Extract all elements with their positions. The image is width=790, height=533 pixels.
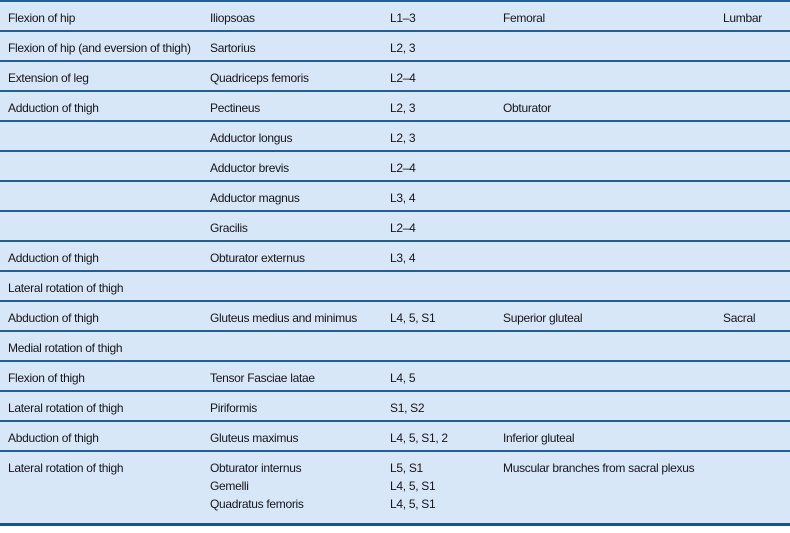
cell-muscle: Sartorius: [203, 31, 383, 61]
cell-muscle: Gracilis: [203, 211, 383, 241]
cell-roots: [383, 271, 496, 301]
table-row: Adduction of thigh Obturator externus L3, …: [0, 241, 790, 271]
cell-nerve: [496, 361, 716, 391]
cell-plexus: [716, 331, 790, 361]
cell-plexus: [716, 151, 790, 181]
cell-plexus: Lumbar: [716, 1, 790, 31]
cell-action: Medial rotation of thigh: [0, 331, 203, 361]
cell-roots: L2–4: [383, 61, 496, 91]
cell-muscle: Adductor brevis: [203, 151, 383, 181]
cell-action: Flexion of hip (and eversion of thigh): [0, 31, 203, 61]
cell-nerve: [496, 61, 716, 91]
cell-nerve: Superior gluteal: [496, 301, 716, 331]
cell-nerve: Muscular branches from sacral plexus: [496, 451, 716, 524]
cell-plexus: [716, 211, 790, 241]
cell-action: Adduction of thigh: [0, 91, 203, 121]
cell-muscle: Gluteus maximus: [203, 421, 383, 451]
cell-nerve: [496, 391, 716, 421]
table-row: Flexion of thigh Tensor Fasciae latae L4, …: [0, 361, 790, 391]
cell-action: [0, 181, 203, 211]
cell-nerve: [496, 331, 716, 361]
table-row: Medial rotation of thigh: [0, 331, 790, 361]
cell-plexus: [716, 31, 790, 61]
cell-nerve: Obturator: [496, 91, 716, 121]
cell-plexus: [716, 181, 790, 211]
cell-action: [0, 151, 203, 181]
cell-plexus: [716, 391, 790, 421]
table-row: Lateral rotation of thigh Piriformis S1, S…: [0, 391, 790, 421]
table-row: Abduction of thigh Gluteus maximus L4, 5, …: [0, 421, 790, 451]
cell-nerve: [496, 181, 716, 211]
table-row: Flexion of hip (and eversion of thigh) Sa…: [0, 31, 790, 61]
table-row: Lateral rotation of thigh: [0, 271, 790, 301]
table-row: Abduction of thigh Gluteus medius and min…: [0, 301, 790, 331]
cell-roots: L4, 5, S1, 2: [383, 421, 496, 451]
cell-nerve: [496, 151, 716, 181]
cell-roots: S1, S2: [383, 391, 496, 421]
cell-roots: L3, 4: [383, 241, 496, 271]
cell-action: Extension of leg: [0, 61, 203, 91]
cell-plexus: [716, 361, 790, 391]
cell-nerve: [496, 241, 716, 271]
cell-plexus: [716, 91, 790, 121]
table-row: Adductor longus L2, 3: [0, 121, 790, 151]
cell-muscle: Obturator externus: [203, 241, 383, 271]
cell-action: Flexion of hip: [0, 1, 203, 31]
cell-roots: L5, S1 L4, 5, S1 L4, 5, S1: [383, 451, 496, 524]
cell-action: Abduction of thigh: [0, 301, 203, 331]
cell-roots: L2, 3: [383, 91, 496, 121]
cell-muscle: Gluteus medius and minimus: [203, 301, 383, 331]
cell-roots: L2, 3: [383, 31, 496, 61]
cell-nerve: [496, 211, 716, 241]
table-row: Lateral rotation of thigh Obturator inter…: [0, 451, 790, 524]
cell-muscle: Pectineus: [203, 91, 383, 121]
table-row: Adductor brevis L2–4: [0, 151, 790, 181]
cell-muscle: [203, 271, 383, 301]
cell-roots: [383, 331, 496, 361]
cell-action: Lateral rotation of thigh: [0, 391, 203, 421]
cell-muscle: Quadriceps femoris: [203, 61, 383, 91]
cell-action: Flexion of thigh: [0, 361, 203, 391]
table-row: Extension of leg Quadriceps femoris L2–4: [0, 61, 790, 91]
cell-roots: L4, 5: [383, 361, 496, 391]
table-row: Flexion of hip Iliopsoas L1–3 Femoral Lumbar: [0, 1, 790, 31]
cell-muscle: Piriformis: [203, 391, 383, 421]
cell-roots: L4, 5, S1: [383, 301, 496, 331]
cell-action: [0, 211, 203, 241]
cell-action: [0, 121, 203, 151]
table-row: Adductor magnus L3, 4: [0, 181, 790, 211]
cell-muscle: Obturator internus Gemelli Quadratus fem…: [203, 451, 383, 524]
cell-nerve: [496, 31, 716, 61]
cell-muscle: Iliopsoas: [203, 1, 383, 31]
cell-muscle: [203, 331, 383, 361]
table-row: Adduction of thigh Pectineus L2, 3 Obturato…: [0, 91, 790, 121]
cell-nerve: [496, 121, 716, 151]
cell-plexus: [716, 421, 790, 451]
cell-roots: L3, 4: [383, 181, 496, 211]
table-row: Gracilis L2–4: [0, 211, 790, 241]
cell-nerve: Inferior gluteal: [496, 421, 716, 451]
cell-muscle: Adductor magnus: [203, 181, 383, 211]
cell-roots: L2–4: [383, 151, 496, 181]
cell-plexus: [716, 241, 790, 271]
cell-roots: L2, 3: [383, 121, 496, 151]
cell-plexus: Sacral: [716, 301, 790, 331]
cell-nerve: [496, 271, 716, 301]
cell-muscle: Adductor longus: [203, 121, 383, 151]
cell-action: Adduction of thigh: [0, 241, 203, 271]
cell-plexus: [716, 121, 790, 151]
cell-action: Abduction of thigh: [0, 421, 203, 451]
cell-plexus: [716, 451, 790, 524]
cell-roots: L2–4: [383, 211, 496, 241]
cell-action: Lateral rotation of thigh: [0, 451, 203, 524]
cell-action: Lateral rotation of thigh: [0, 271, 203, 301]
cell-muscle: Tensor Fasciae latae: [203, 361, 383, 391]
cell-plexus: [716, 61, 790, 91]
cell-roots: L1–3: [383, 1, 496, 31]
cell-nerve: Femoral: [496, 1, 716, 31]
cell-plexus: [716, 271, 790, 301]
